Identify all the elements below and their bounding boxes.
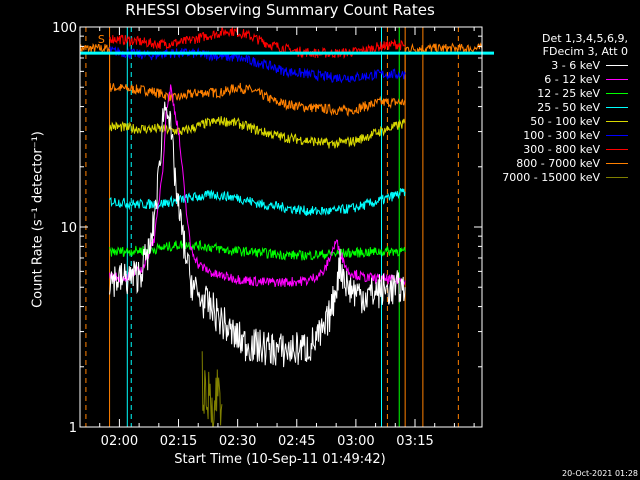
timestamp-footer: 20-Oct-2021 01:28 [562,469,638,478]
series-line [109,239,406,261]
legend-swatch [606,162,628,164]
legend-entry-label: 100 - 300 keV [523,128,600,142]
legend-swatch [606,120,628,122]
legend-entry: 25 - 50 keV [468,100,628,114]
legend: Det 1,3,4,5,6,9, FDecim 3, Att 0 3 - 6 k… [468,32,628,184]
y-tick-label: 1 [69,421,77,436]
legend-entry-label: 25 - 50 keV [537,100,600,114]
legend-header-line-2: FDecim 3, Att 0 [542,45,628,58]
legend-swatch [606,106,628,108]
legend-entry: 12 - 25 keV [468,86,628,100]
series-line [109,101,406,368]
y-axis-label: Count Rate (s⁻¹ detector⁻¹) [30,131,46,308]
legend-header-line-1: Det 1,3,4,5,6,9, [541,32,628,45]
y-tick-label: 100 [52,21,77,36]
x-axis-label: Start Time (10-Sep-11 01:49:42) [174,452,386,467]
legend-entry-label: 7000 - 15000 keV [502,170,600,184]
legend-entry: 7000 - 15000 keV [468,170,628,184]
legend-entry: 6 - 12 keV [468,72,628,86]
legend-entry-label: 6 - 12 keV [544,72,600,86]
series-line [109,116,406,149]
legend-swatch [606,92,628,94]
chart-title: RHESSI Observing Summary Count Rates [125,1,435,19]
plot-frame [79,26,483,428]
series-line [109,84,406,288]
x-tick-label: 02:15 [160,434,197,449]
y-tick-label: 10 [60,221,77,236]
x-tick-label: 02:30 [219,434,256,449]
legend-entry-label: 3 - 6 keV [551,58,600,72]
legend-entry-label: 50 - 100 keV [530,114,600,128]
legend-swatch [606,176,628,178]
legend-entry: 800 - 7000 keV [468,156,628,170]
x-tick-label: 02:00 [101,434,138,449]
legend-swatch [606,78,628,80]
x-tick-label: 03:00 [337,434,374,449]
legend-entry-label: 800 - 7000 keV [516,156,600,170]
legend-entry-label: 300 - 800 keV [523,142,600,156]
series-line [201,351,223,428]
legend-swatch [606,148,628,150]
marker-label: S [98,33,105,46]
legend-entry-label: 12 - 25 keV [537,86,600,100]
series-line [109,26,406,60]
legend-entry: 300 - 800 keV [468,142,628,156]
x-tick-label: 03:15 [396,434,433,449]
legend-entry: 100 - 300 keV [468,128,628,142]
legend-swatch [606,134,628,136]
series-line [79,42,483,117]
series-line [109,187,406,216]
legend-entry: 50 - 100 keV [468,114,628,128]
legend-swatch [606,64,628,66]
x-tick-label: 02:45 [278,434,315,449]
legend-entry: 3 - 6 keV [468,58,628,72]
